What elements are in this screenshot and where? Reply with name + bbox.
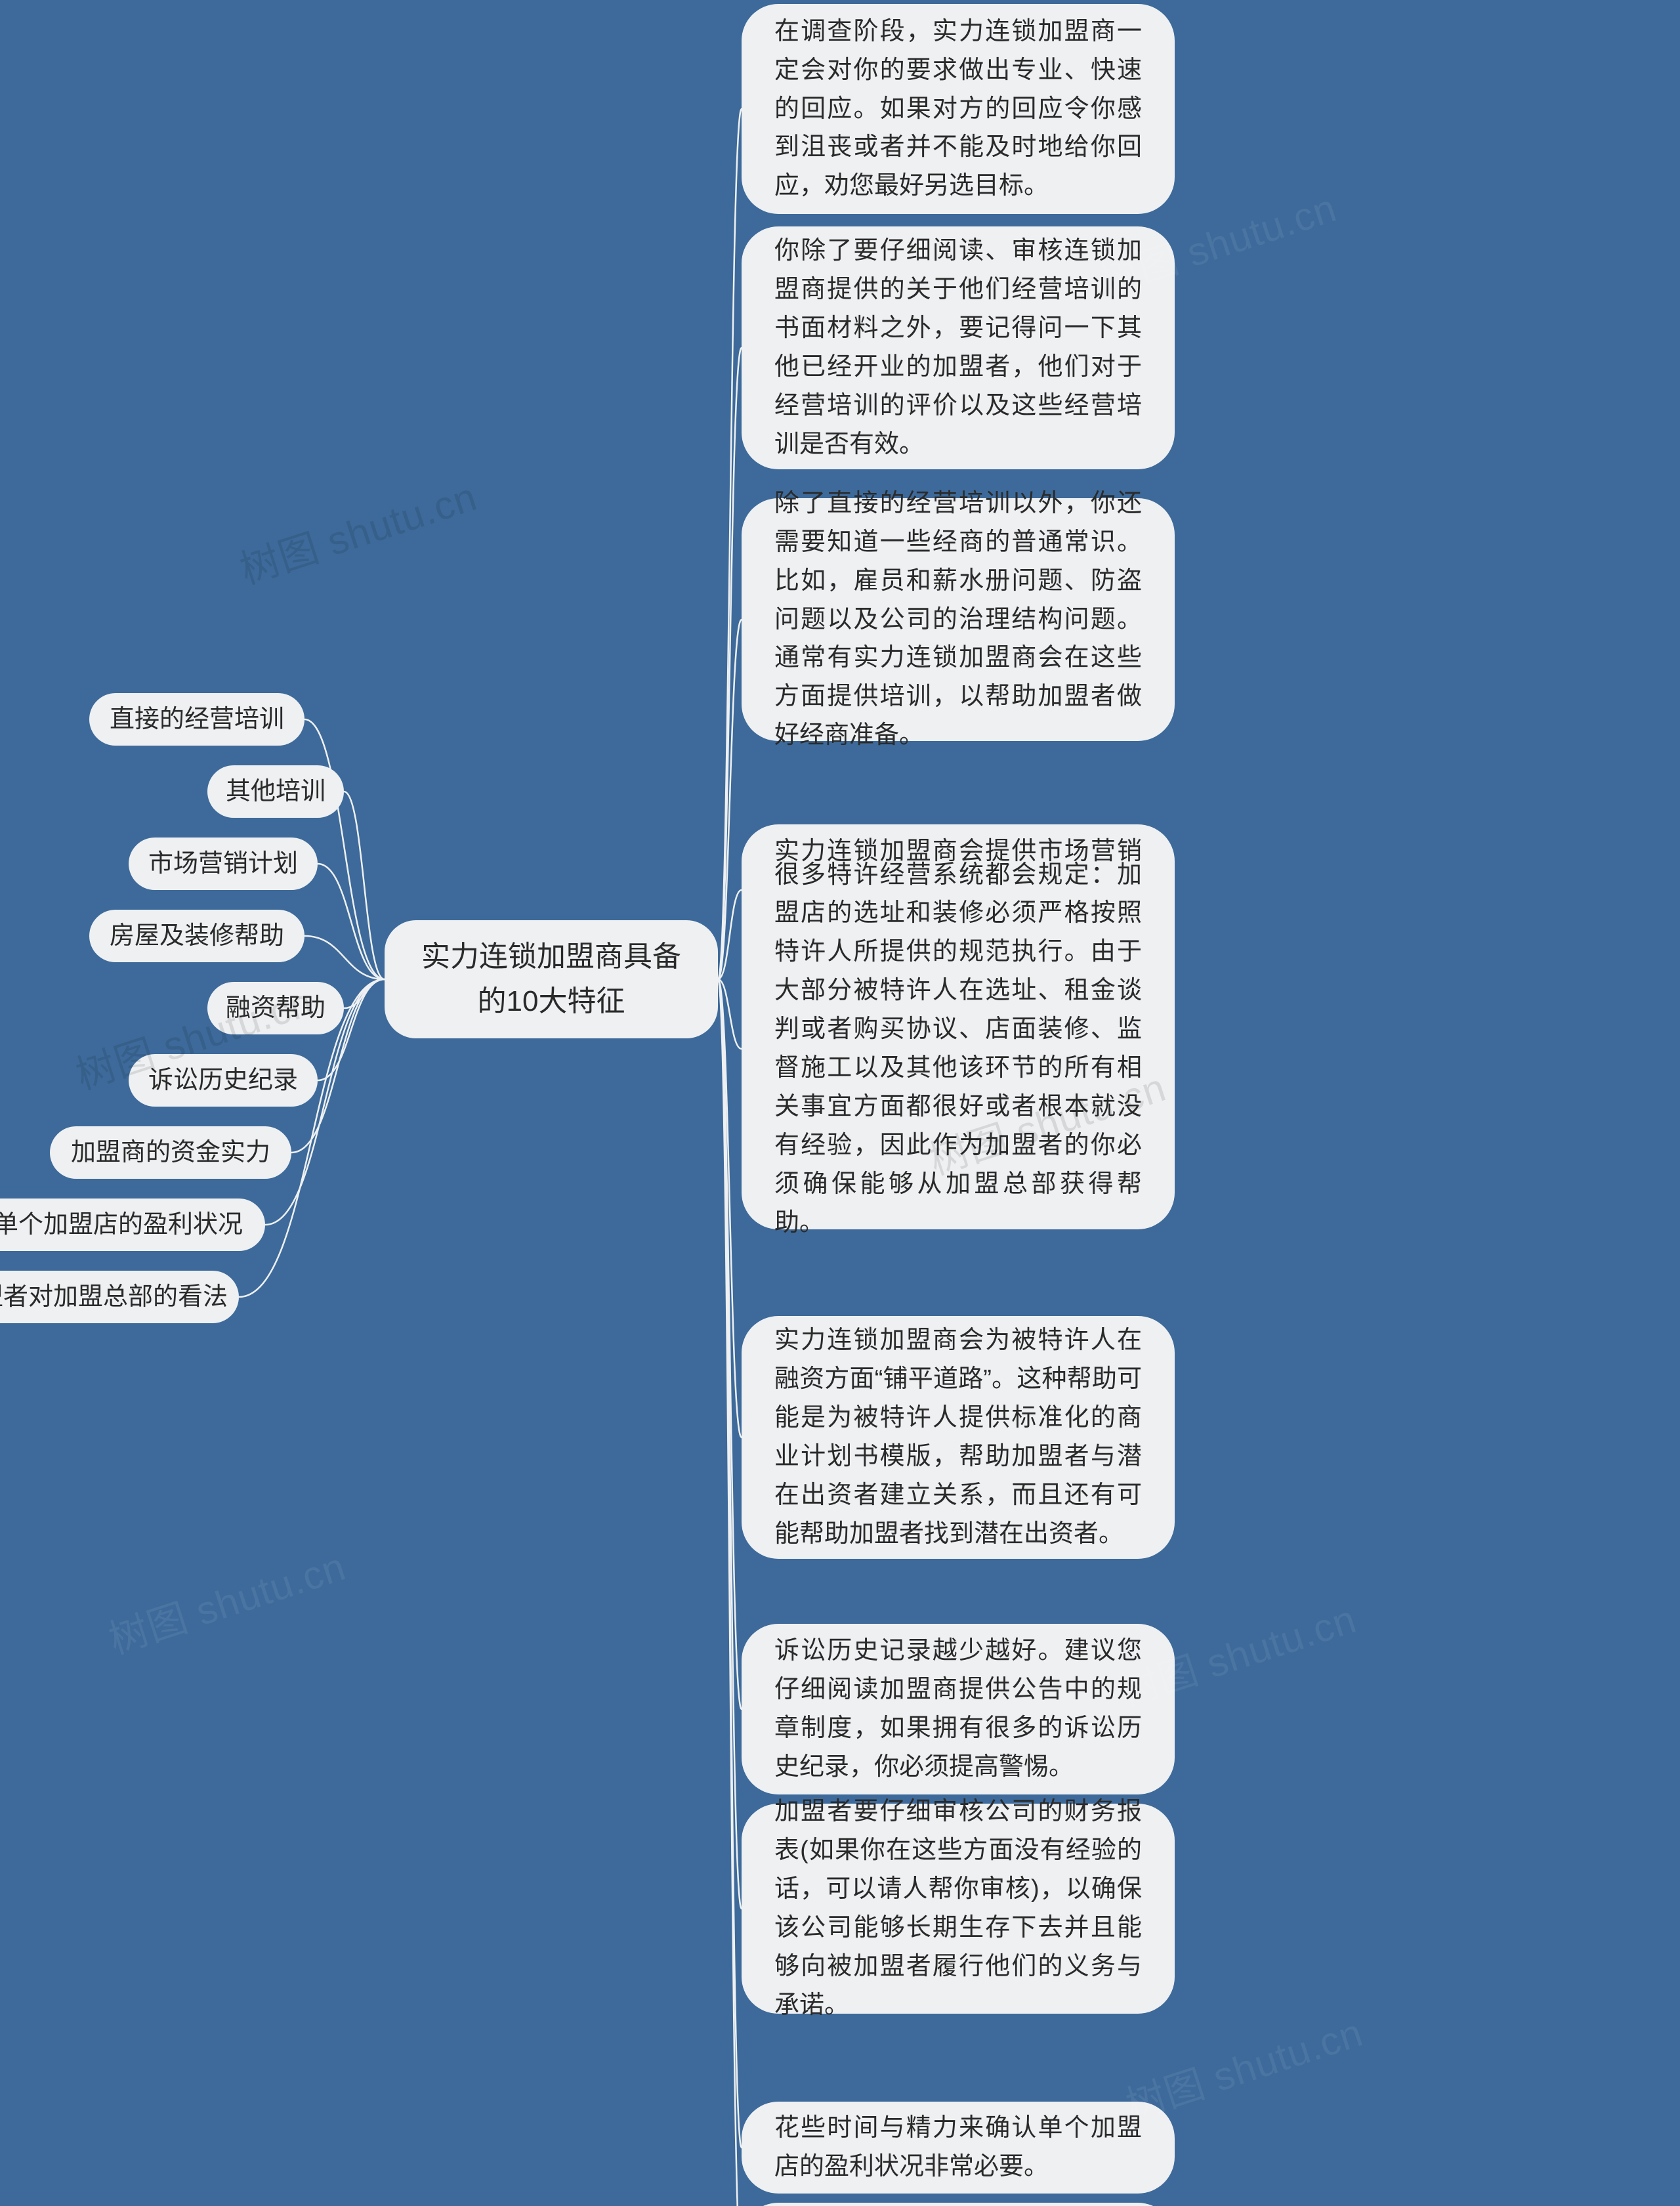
left-node-l2: 市场营销计划 [129, 838, 318, 890]
right-node-r2: 除了直接的经营培训以外，你还需要知道一些经商的普通常识。比如，雇员和薪水册问题、… [742, 498, 1175, 741]
right-node-r4: 很多特许经营系统都会规定：加盟店的选址和装修必须严格按照特许人所提供的规范执行。… [742, 868, 1175, 1229]
right-node-r5: 实力连锁加盟商会为被特许人在融资方面“铺平道路”。这种帮助可能是为被特许人提供标… [742, 1316, 1175, 1559]
right-node-r1: 你除了要仔细阅读、审核连锁加盟商提供的关于他们经营培训的书面材料之外，要记得问一… [742, 226, 1175, 469]
right-node-r7: 加盟者要仔细审核公司的财务报表(如果你在这些方面没有经验的话，可以请人帮你审核)… [742, 1804, 1175, 2014]
right-node-text: 很多特许经营系统都会规定：加盟店的选址和装修必须严格按照特许人所提供的规范执行。… [774, 856, 1142, 1242]
right-node-text: 加盟者要仔细审核公司的财务报表(如果你在这些方面没有经验的话，可以请人帮你审核)… [774, 1792, 1142, 2024]
left-node-text: 直接的经营培训 [110, 700, 284, 739]
right-node-r9: 这是评估连锁加盟商的最有效指标。绝大部分加盟都要对加盟商感到满意。 [742, 2203, 1175, 2206]
watermark: 树图 shutu.cn [100, 1535, 352, 1665]
right-node-r8: 花些时间与精力来确认单个加盟店的盈利状况非常必要。 [742, 2102, 1175, 2194]
left-node-text: 房屋及装修帮助 [110, 917, 284, 956]
right-node-r0: 在调查阶段，实力连锁加盟商一定会对你的要求做出专业、快速的回应。如果对方的回应令… [742, 4, 1175, 214]
left-node-text: 单个加盟店的盈利状况 [0, 1206, 243, 1244]
left-node-l3: 房屋及装修帮助 [89, 910, 304, 962]
center-node: 实力连锁加盟商具备的10大特征 [385, 920, 718, 1038]
right-node-text: 诉讼历史记录越少越好。建议您仔细阅读加盟商提供公告中的规章制度，如果拥有很多的诉… [774, 1632, 1142, 1787]
left-node-l6: 加盟商的资金实力 [50, 1126, 291, 1179]
left-node-l1: 其他培训 [207, 765, 344, 818]
left-node-text: 加盟商的资金实力 [71, 1134, 270, 1172]
right-node-text: 除了直接的经营培训以外，你还需要知道一些经商的普通常识。比如，雇员和薪水册问题、… [774, 484, 1142, 755]
left-node-text: 诉讼历史纪录 [148, 1061, 298, 1100]
left-node-l4: 融资帮助 [207, 982, 344, 1034]
right-node-text: 实力连锁加盟商会为被特许人在融资方面“铺平道路”。这种帮助可能是为被特许人提供标… [774, 1321, 1142, 1553]
left-node-l0: 直接的经营培训 [89, 693, 304, 746]
center-node-text: 实力连锁加盟商具备的10大特征 [413, 935, 689, 1024]
left-node-l5: 诉讼历史纪录 [129, 1054, 318, 1107]
left-node-l7: 单个加盟店的盈利状况 [0, 1198, 265, 1251]
right-node-text: 在调查阶段，实力连锁加盟商一定会对你的要求做出专业、快速的回应。如果对方的回应令… [774, 12, 1142, 205]
left-node-text: 融资帮助 [226, 989, 326, 1028]
right-node-text: 你除了要仔细阅读、审核连锁加盟商提供的关于他们经营培训的书面材料之外，要记得问一… [774, 232, 1142, 463]
right-node-r6: 诉讼历史记录越少越好。建议您仔细阅读加盟商提供公告中的规章制度，如果拥有很多的诉… [742, 1624, 1175, 1794]
left-node-text: 市场营销计划 [148, 845, 298, 883]
right-node-text: 花些时间与精力来确认单个加盟店的盈利状况非常必要。 [774, 2109, 1142, 2186]
left-node-text: 现有加盟者对加盟总部的看法 [0, 1278, 228, 1317]
watermark: 树图 shutu.cn [232, 465, 483, 595]
left-node-text: 其他培训 [226, 773, 326, 811]
left-node-l8: 现有加盟者对加盟总部的看法 [0, 1271, 239, 1323]
